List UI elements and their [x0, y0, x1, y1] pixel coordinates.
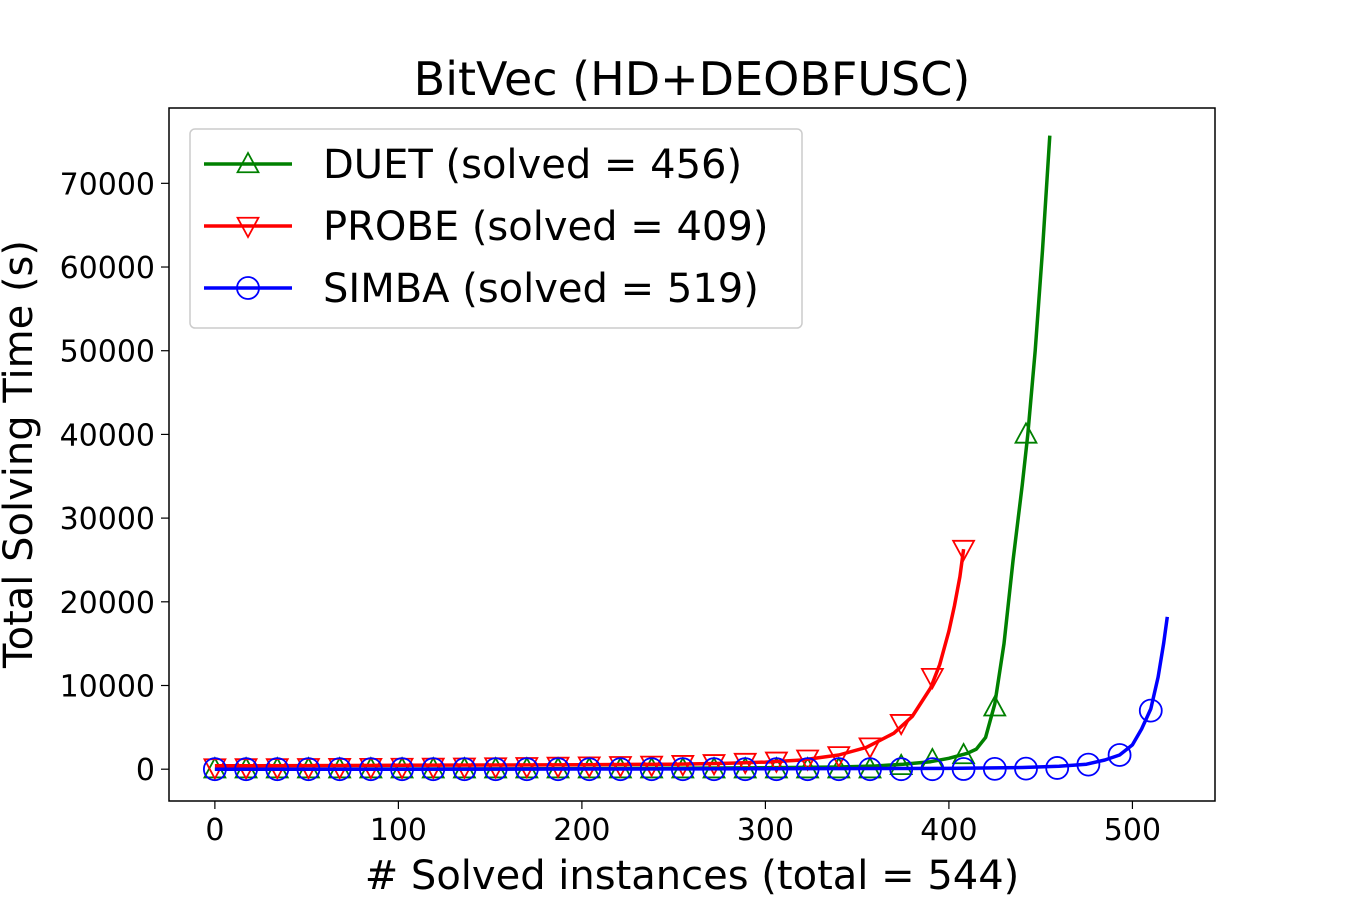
- y-tick-label: 30000: [60, 502, 155, 537]
- legend-item: SIMBA (solved = 519): [204, 266, 759, 312]
- data-point: [265, 757, 290, 782]
- data-point: [889, 752, 914, 775]
- data-point: [826, 746, 851, 769]
- data-point: [670, 757, 695, 782]
- data-point: [639, 755, 664, 778]
- y-tick-label: 50000: [60, 335, 155, 370]
- legend: DUET (solved = 456) PROBE (solved = 409) S…: [189, 128, 803, 329]
- data-point: [764, 757, 789, 782]
- data-point: [1014, 756, 1038, 781]
- x-axis-label: # Solved instances (total = 544): [365, 853, 1020, 899]
- data-point: [951, 757, 976, 781]
- plot-area: 0 100 200 300 400 500 0 10000 20000 30000 40000 500…: [60, 107, 1216, 848]
- data-point: [764, 751, 789, 774]
- data-point: [920, 667, 945, 691]
- data-point: [1107, 743, 1132, 767]
- legend-label: DUET (solved = 456): [323, 142, 742, 188]
- data-point: [327, 757, 352, 782]
- data-point: [546, 757, 570, 782]
- data-point: [608, 757, 633, 782]
- chart-title: BitVec (HD+DEOBFUSC): [414, 52, 971, 106]
- plot-frame: [168, 107, 1216, 802]
- data-point: [702, 757, 726, 782]
- x-tick-label: 100: [370, 813, 427, 848]
- y-axis-label: Total Solving Time (s): [0, 240, 42, 669]
- legend-label: SIMBA (solved = 519): [323, 266, 759, 312]
- y-tick-label: 60000: [60, 251, 155, 286]
- x-tick-label: 400: [920, 813, 977, 848]
- data-point: [733, 757, 758, 782]
- data-point: [951, 539, 976, 562]
- data-point: [982, 694, 1007, 717]
- legend-box: [189, 128, 803, 329]
- data-point: [733, 752, 758, 775]
- legend-marker: [236, 276, 260, 300]
- data-point: [858, 737, 882, 760]
- data-point: [889, 757, 914, 782]
- data-point: [202, 757, 227, 782]
- data-point: [639, 757, 664, 782]
- legend-item: PROBE (solved = 409): [204, 204, 768, 250]
- data-point: [702, 754, 726, 777]
- x-tick-label: 200: [553, 813, 610, 848]
- series-2: [202, 539, 976, 781]
- y-tick-label: 40000: [60, 418, 155, 453]
- data-point: [795, 757, 820, 782]
- data-point: [1045, 756, 1070, 780]
- legend-label: PROBE (solved = 409): [323, 204, 768, 250]
- data-point: [577, 757, 602, 782]
- y-tick-label: 20000: [60, 586, 155, 621]
- data-point: [1014, 421, 1038, 444]
- data-point: [982, 756, 1007, 781]
- y-tick-label: 0: [136, 753, 155, 788]
- y-tick-label: 10000: [60, 670, 155, 705]
- data-point: [483, 757, 508, 782]
- data-point: [296, 757, 321, 782]
- x-tick-label: 0: [205, 813, 224, 848]
- series-line: [214, 548, 966, 768]
- data-point: [1076, 752, 1101, 777]
- data-point: [826, 757, 851, 782]
- data-point: [358, 757, 383, 782]
- data-point: [670, 755, 695, 778]
- data-point: [514, 757, 539, 782]
- data-point: [951, 742, 976, 765]
- data-point: [452, 757, 477, 782]
- data-point: [390, 757, 414, 782]
- data-point: [608, 756, 633, 779]
- legend-item: DUET (solved = 456): [204, 142, 742, 188]
- legend-marker: [236, 151, 260, 174]
- data-point: [920, 757, 945, 782]
- data-point: [234, 757, 258, 782]
- data-point: [1138, 698, 1163, 723]
- series-3: [202, 616, 1170, 782]
- legend-marker: [236, 216, 260, 239]
- x-tick-label: 300: [737, 813, 794, 848]
- data-point: [421, 757, 446, 782]
- x-tick-label: 500: [1104, 813, 1161, 848]
- series-line: [214, 616, 1170, 771]
- data-point: [889, 714, 914, 737]
- data-point: [858, 757, 882, 782]
- y-tick-label: 70000: [60, 167, 155, 202]
